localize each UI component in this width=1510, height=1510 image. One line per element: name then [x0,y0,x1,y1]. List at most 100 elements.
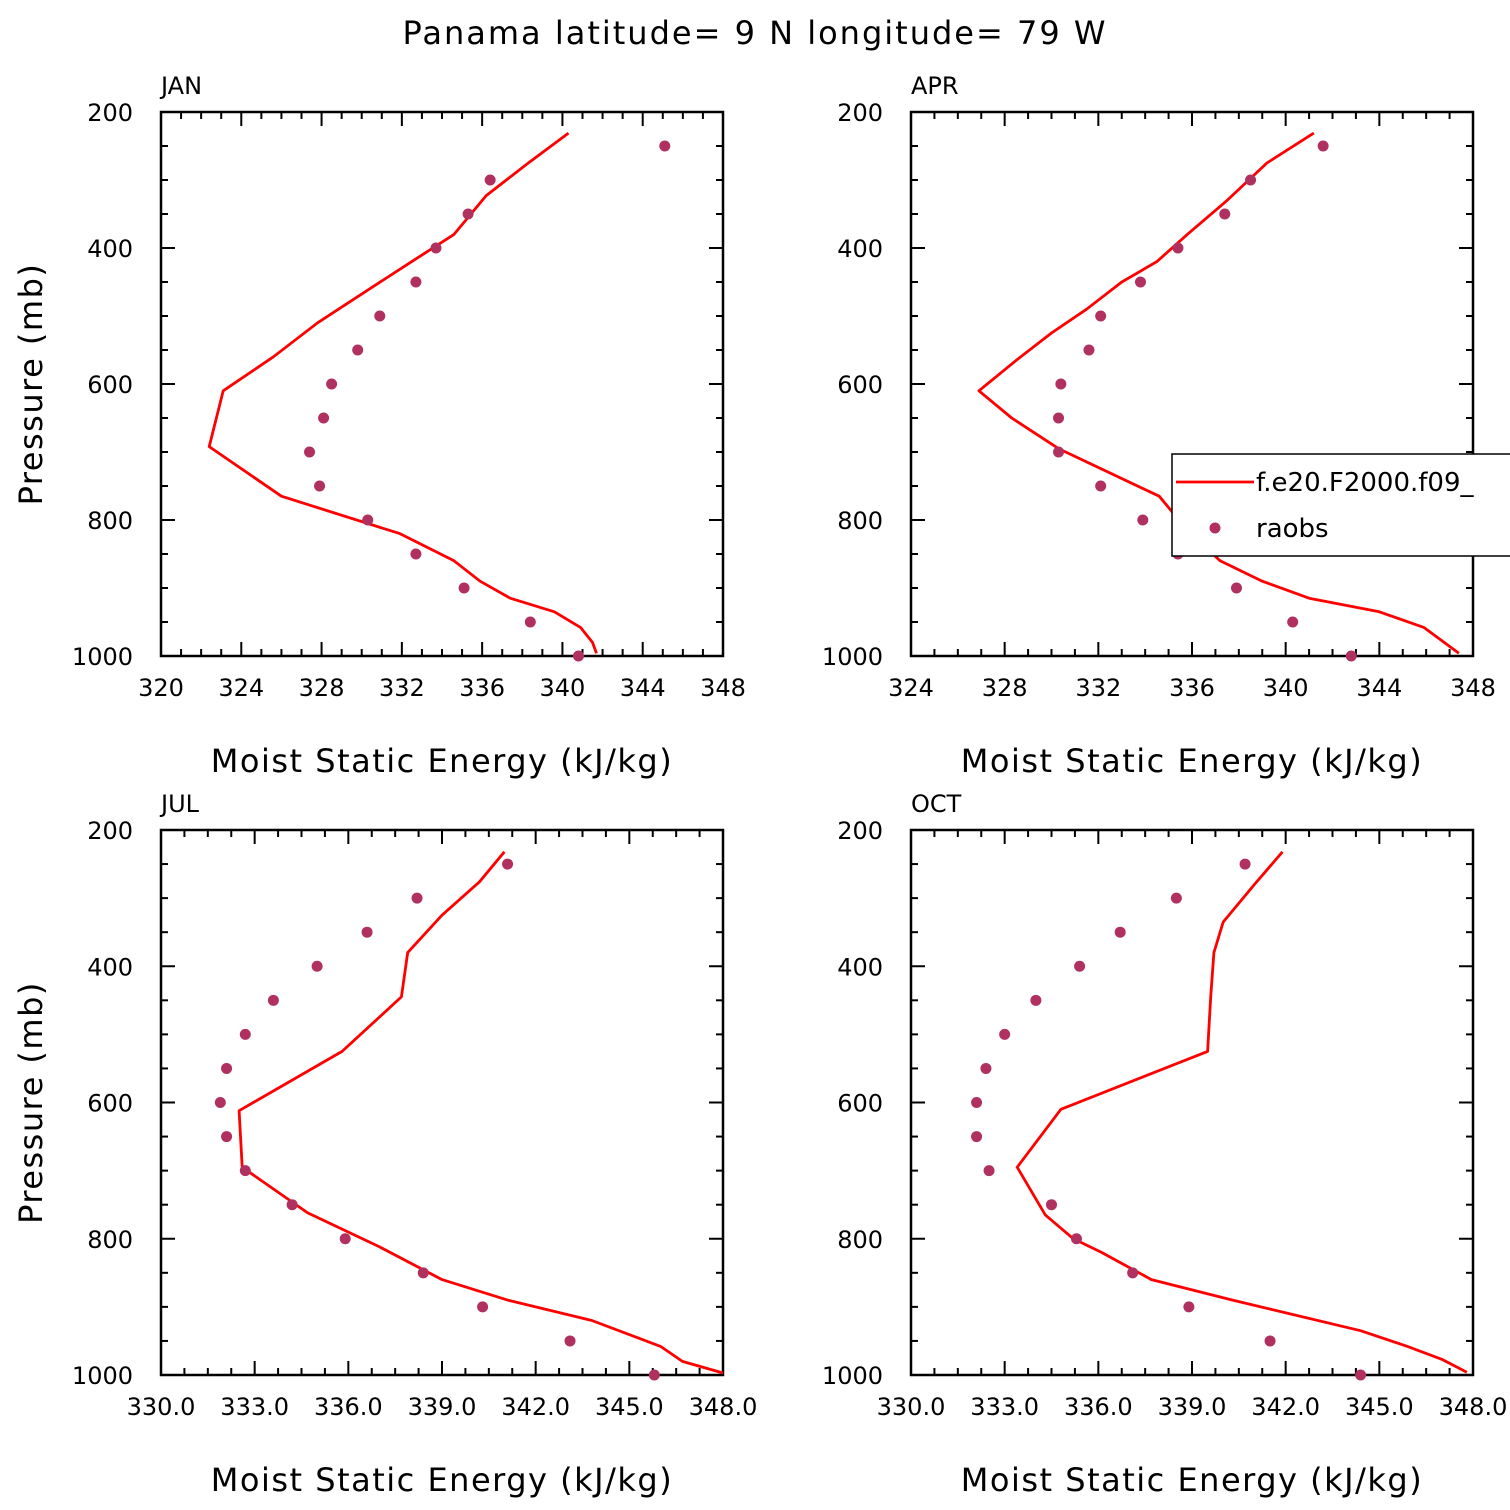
legend-dot-swatch [1209,522,1221,534]
model-series-line [237,850,723,1375]
x-tick-label: 336 [459,674,505,702]
y-tick-label: 1000 [72,643,133,671]
obs-point [564,1335,576,1347]
obs-point [524,616,536,628]
y-tick-label: 200 [837,99,883,127]
y-tick-label: 400 [87,953,133,981]
panel-jul: JUL 330.0 333.0 336.0 339.0 342.0 345.0 348.0 20… [12,790,757,1499]
obs-point [1083,344,1095,356]
obs-point [1219,208,1231,220]
obs-point [1053,446,1065,458]
x-tick-label: 342.0 [1251,1393,1320,1421]
obs-point [311,960,323,972]
obs-point [648,1369,660,1381]
plot-frame [159,828,725,1377]
y-tick-label: 800 [87,1226,133,1254]
obs-point [1264,1335,1276,1347]
x-axis-label: Moist Static Energy (kJ/kg) [961,742,1423,780]
x-tick-label: 348 [1450,674,1496,702]
x-tick-label: 344 [620,674,666,702]
obs-point [1070,1233,1082,1245]
obs-point [417,1267,429,1279]
obs-point [572,650,584,662]
obs-point [1134,276,1146,288]
plot-frame [909,110,1475,658]
obs-point [999,1028,1011,1040]
x-tick-label: 342.0 [501,1393,570,1421]
x-tick-label: 332 [379,674,425,702]
y-tick-label: 600 [837,371,883,399]
x-tick-label: 324 [888,674,934,702]
obs-point [410,276,422,288]
x-tick-label: 330.0 [127,1393,196,1421]
obs-point [221,1062,233,1074]
y-tick-label: 1000 [822,1362,883,1390]
obs-point [659,140,671,152]
x-tick-label: 332 [1075,674,1121,702]
panel-oct: OCT 330.0 333.0 336.0 339.0 342.0 345.0 348.0 20… [822,790,1507,1499]
x-tick-label: 330.0 [877,1393,946,1421]
model-series-line [977,131,1460,655]
x-tick-label: 336.0 [314,1393,383,1421]
obs-point [502,858,514,870]
panel-title: JUL [159,790,200,818]
y-tick-label: 800 [837,1226,883,1254]
obs-point [239,1028,251,1040]
obs-point [1355,1369,1367,1381]
x-tick-label: 340 [540,674,586,702]
panel-title: APR [911,72,959,100]
panel-title: OCT [911,790,962,818]
obs-point [971,1131,983,1143]
obs-point [1114,926,1126,938]
legend: f.e20.F2000.f09_raobs [1171,453,1510,557]
obs-point [1317,140,1329,152]
x-tick-label: 339.0 [408,1393,477,1421]
obs-point [221,1131,233,1143]
obs-point [1230,582,1242,594]
panel-jan: JAN 320 324 328 332 336 340 344 348 200 400 600 800 1… [12,72,746,780]
x-axis-label: Moist Static Energy (kJ/kg) [961,1461,1423,1499]
obs-point [326,378,338,390]
obs-point [1030,994,1042,1006]
y-tick-label: 1000 [822,643,883,671]
x-tick-label: 336.0 [1064,1393,1133,1421]
y-tick-label: 200 [87,817,133,845]
x-tick-label: 328 [299,674,345,702]
obs-point [410,548,422,560]
obs-point [361,926,373,938]
obs-point [286,1199,298,1211]
x-tick-label: 324 [218,674,264,702]
y-tick-label: 600 [87,371,133,399]
obs-point [304,446,316,458]
y-axis-label: Pressure (mb) [12,981,50,1224]
x-tick-label: 333.0 [220,1393,289,1421]
obs-point [1127,1267,1139,1279]
obs-point [477,1301,489,1313]
legend-box [1171,453,1510,557]
obs-point [484,174,496,186]
obs-point [1095,480,1107,492]
y-tick-label: 1000 [72,1362,133,1390]
obs-point [239,1165,251,1177]
obs-point [1172,242,1184,254]
legend-model-label: f.e20.F2000.f09_ [1256,468,1474,498]
obs-point [1245,174,1257,186]
obs-point [1183,1301,1195,1313]
x-tick-label: 344 [1356,674,1402,702]
obs-point [267,994,279,1006]
obs-point [458,582,470,594]
obs-point [1287,616,1299,628]
obs-point [362,514,374,526]
obs-point [374,310,386,322]
legend-obs-label: raobs [1256,514,1329,544]
obs-point [339,1233,351,1245]
x-tick-label: 328 [982,674,1028,702]
y-tick-label: 600 [837,1090,883,1118]
x-axis-label: Moist Static Energy (kJ/kg) [211,742,673,780]
obs-point [1074,960,1086,972]
obs-point [214,1097,226,1108]
obs-point [983,1165,995,1177]
y-tick-label: 400 [87,235,133,263]
obs-point [318,412,330,424]
panels: JAN 320 324 328 332 336 340 344 348 200 400 600 800 1… [12,72,1510,1499]
